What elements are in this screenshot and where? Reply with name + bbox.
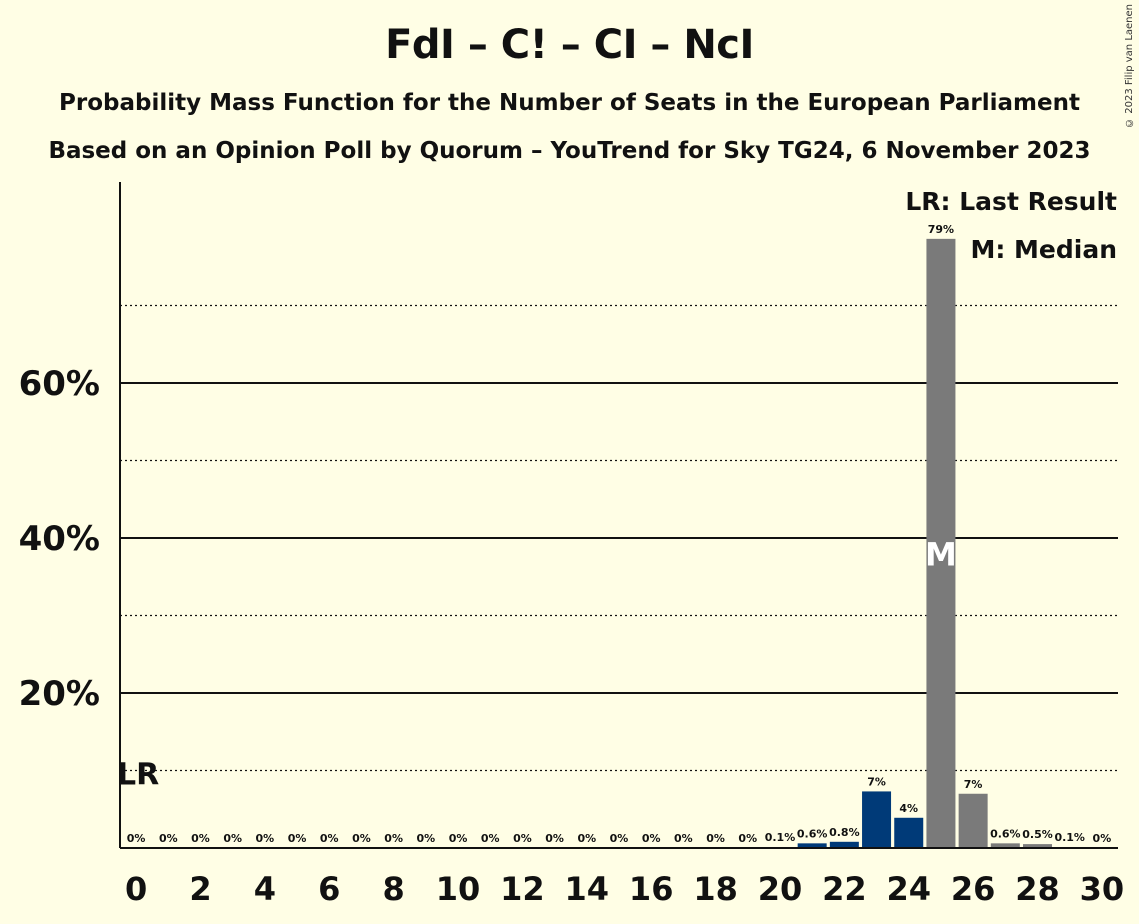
bar-value-label: 79% (928, 223, 954, 236)
y-tick-label: 20% (19, 674, 100, 714)
bar (990, 843, 1020, 848)
bar-value-label: 0.6% (990, 827, 1021, 840)
x-tick-label: 22 (822, 870, 867, 908)
bar-value-label: 0% (577, 832, 596, 845)
bar (1023, 844, 1053, 848)
x-tick-label: 4 (254, 870, 276, 908)
x-tick-label: 16 (629, 870, 674, 908)
x-tick-label: 24 (886, 870, 931, 908)
y-tick-label: 40% (19, 519, 100, 559)
bar-value-label: 0% (288, 832, 307, 845)
bar-value-label: 0.1% (1054, 831, 1085, 844)
x-tick-label: 8 (383, 870, 405, 908)
bar-value-label: 0% (320, 832, 339, 845)
bar (829, 841, 859, 848)
bar-value-label: 0.1% (765, 831, 796, 844)
chart-subtitle-2: Based on an Opinion Poll by Quorum – You… (48, 138, 1091, 164)
bar-value-label: 0% (256, 832, 275, 845)
value-labels-group: 0% 0% 0% 0% 0% 0% 0% 0% 0% 0% 0% 0% 0% 0% 0% 0% 0% 0% 0% 0%… (117, 223, 1111, 845)
x-tick-label: 0 (125, 870, 147, 908)
legend-median: M: Median (970, 235, 1117, 264)
bar-value-label: 0% (513, 832, 532, 845)
y-tick-label: 60% (19, 364, 100, 404)
median-marker: M (925, 536, 957, 574)
x-tick-label: 26 (951, 870, 996, 908)
x-tick-label: 20 (758, 870, 803, 908)
bar-value-label: 0% (706, 832, 725, 845)
bar (797, 843, 827, 848)
bar-value-label: 7% (964, 778, 983, 791)
bar-value-label: 0.8% (829, 826, 860, 839)
chart-title: FdI – C! – CI – NcI (385, 22, 754, 68)
bar-value-label: 4% (899, 802, 918, 815)
bar-value-label: 0% (416, 832, 435, 845)
bar-value-label: 0% (159, 832, 178, 845)
bar-value-label: 7% (867, 775, 886, 788)
x-tick-label: 14 (565, 870, 610, 908)
bars-group (765, 238, 1085, 849)
bar-value-label: 0% (1093, 832, 1112, 845)
bar-value-label: 0% (545, 832, 564, 845)
grid-lines (120, 304, 1118, 772)
x-tick-label: 2 (189, 870, 211, 908)
bar-value-label: 0% (191, 832, 210, 845)
bar-value-label: 0% (674, 832, 693, 845)
bar-value-label: 0.6% (797, 827, 828, 840)
last-result-marker: LR (117, 758, 159, 793)
bar-value-label: 0% (610, 832, 629, 845)
x-tick-label: 18 (693, 870, 738, 908)
bar-value-label: 0.5% (1022, 828, 1053, 841)
x-tick-label: 10 (436, 870, 481, 908)
bar-value-label: 0% (738, 832, 757, 845)
legend-last-result: LR: Last Result (905, 187, 1117, 216)
chart-subtitle-1: Probability Mass Function for the Number… (59, 90, 1080, 116)
x-tick-label: 28 (1015, 870, 1060, 908)
bar-value-label: 0% (642, 832, 661, 845)
bar (926, 238, 956, 849)
bar (958, 793, 988, 848)
bar-value-label: 0% (223, 832, 242, 845)
bar-value-label: 0% (127, 832, 146, 845)
x-tick-label: 12 (500, 870, 545, 908)
bar-value-label: 0% (481, 832, 500, 845)
axes-group: 20%40%60%0 2 4 6 8 10 12 14 16 18 20 22 24 26 28 30 (19, 182, 1125, 908)
bar-value-label: 0% (449, 832, 468, 845)
bar (862, 791, 892, 848)
bar (894, 817, 924, 848)
bar-value-label: 0% (384, 832, 403, 845)
bar-value-label: 0% (352, 832, 371, 845)
x-tick-label: 30 (1080, 870, 1125, 908)
x-tick-label: 6 (318, 870, 340, 908)
